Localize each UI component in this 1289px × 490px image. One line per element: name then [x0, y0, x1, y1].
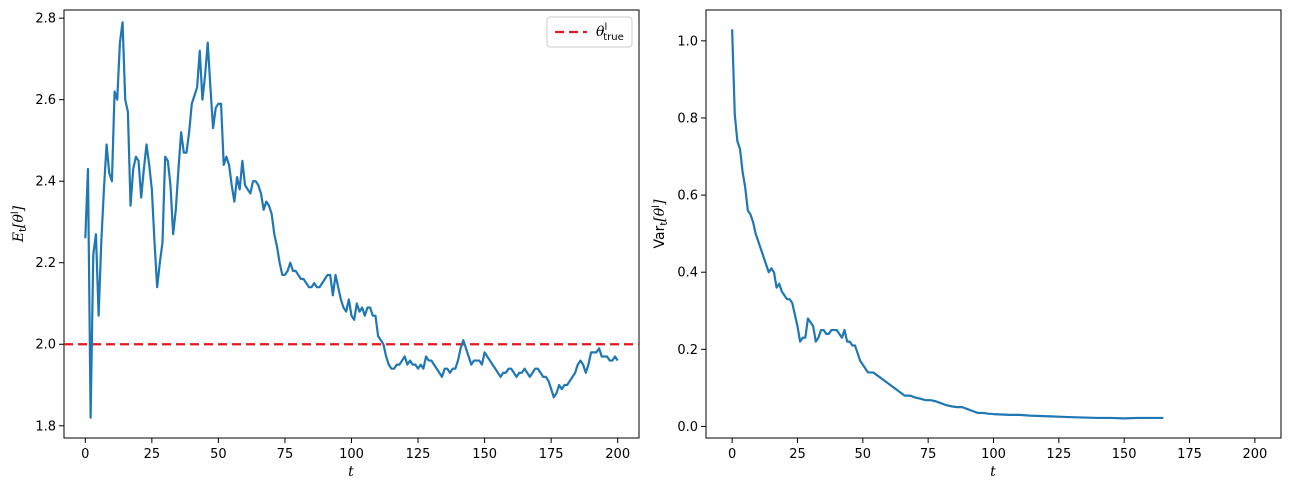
- y-tick-label: 2.6: [35, 93, 56, 108]
- x-axis-label: t: [990, 464, 996, 480]
- x-tick-label: 175: [539, 447, 564, 462]
- y-axis-label: Vart[θl]: [651, 199, 670, 248]
- x-axis-ticks: 0 25 50 75 100 125 150 175 200: [81, 438, 630, 462]
- y-tick-label: 2.0: [35, 338, 56, 353]
- x-tick-label: 200: [605, 447, 630, 462]
- legend-box: [546, 16, 633, 48]
- x-tick-label: 125: [406, 447, 431, 462]
- x-tick-label: 25: [789, 447, 806, 462]
- x-tick-label: 175: [1177, 447, 1202, 462]
- x-tick-label: 0: [728, 447, 736, 462]
- x-tick-label: 150: [472, 447, 497, 462]
- variance-series-line: [731, 29, 1164, 420]
- y-tick-label: 0.8: [677, 111, 698, 126]
- y-tick-label: 1.0: [677, 34, 698, 49]
- x-tick-label: 50: [855, 447, 872, 462]
- x-tick-label: 100: [981, 447, 1006, 462]
- y-axis-ticks: 1.8 2.0 2.2 2.4 2.6 2.8: [35, 12, 64, 434]
- x-tick-label: 75: [277, 447, 294, 462]
- plot-frame: [705, 9, 1282, 439]
- y-tick-label: 0.0: [677, 420, 698, 435]
- y-tick-label: 0.2: [677, 343, 698, 358]
- y-axis-label: Et[θl]: [10, 205, 29, 243]
- y-tick-label: 0.6: [677, 189, 698, 204]
- x-tick-label: 200: [1242, 447, 1267, 462]
- y-tick-label: 0.4: [677, 266, 698, 281]
- x-tick-label: 125: [1046, 447, 1071, 462]
- plot-frame: [63, 9, 640, 439]
- y-tick-label: 2.4: [35, 175, 56, 190]
- variance-panel: 0 25 50 75 100 125 150 175 200 0.0 0.2 0.4 0.6 0.8 1.…: [651, 9, 1282, 480]
- mean-series-line: [84, 21, 619, 419]
- x-tick-label: 75: [920, 447, 937, 462]
- x-axis-label: t: [348, 464, 354, 480]
- x-tick-label: 100: [339, 447, 364, 462]
- x-axis-ticks: 0 25 50 75 100 125 150 175 200: [728, 438, 1267, 462]
- mean-estimate-panel: 0 25 50 75 100 125 150 175 200 1.8 2.0 2.2 2.4 2.6 2.…: [10, 9, 640, 480]
- legend: θl true: [546, 16, 633, 48]
- y-tick-label: 2.8: [35, 12, 56, 27]
- x-tick-label: 0: [81, 447, 89, 462]
- x-tick-label: 50: [210, 447, 227, 462]
- x-tick-label: 150: [1112, 447, 1137, 462]
- x-tick-label: 25: [144, 447, 161, 462]
- y-axis-ticks: 0.0 0.2 0.4 0.6 0.8 1.0: [677, 34, 706, 435]
- legend-label: θl true: [596, 22, 624, 43]
- y-tick-label: 1.8: [35, 419, 56, 434]
- y-tick-label: 2.2: [35, 256, 56, 271]
